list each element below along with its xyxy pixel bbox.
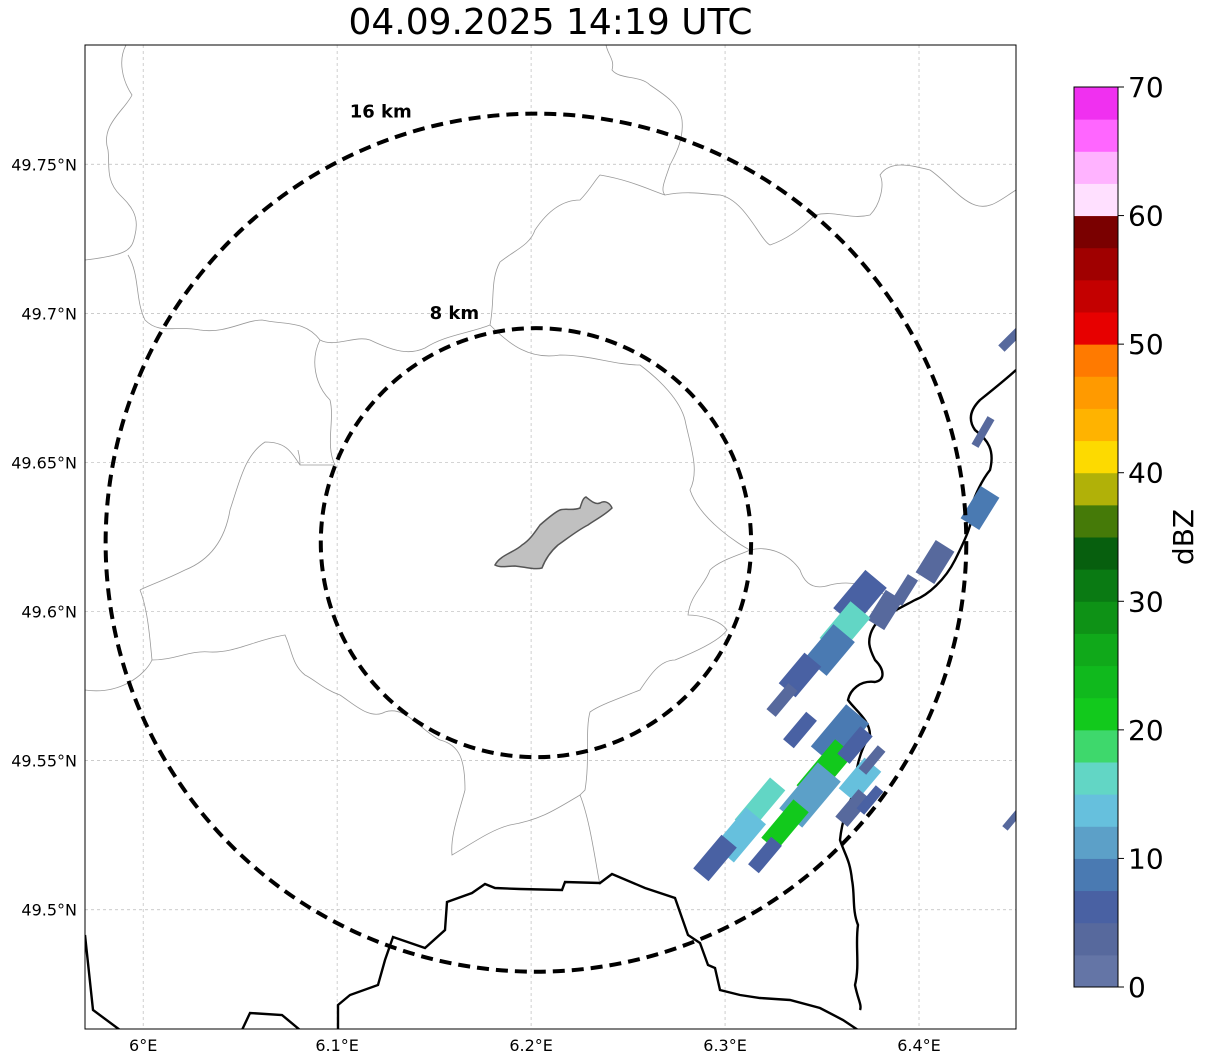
colorbar-bin (1074, 633, 1118, 667)
echo-cell (748, 836, 782, 874)
lat-axis: 49.5°N 49.55°N 49.6°N 49.65°N 49.7°N 49.75°N (11, 155, 77, 919)
colorbar-bin (1074, 794, 1118, 827)
colorbar-bin (1074, 697, 1118, 731)
colorbar-bin (1074, 183, 1118, 217)
colorbar-tick-label: 70 (1128, 71, 1164, 104)
colorbar-tick-label: 10 (1128, 842, 1164, 875)
echo-cell (835, 789, 871, 827)
colorbar-tick-label: 60 (1128, 200, 1164, 233)
lat-tick-label: 49.6°N (21, 603, 77, 622)
colorbar-tick-label: 40 (1128, 457, 1164, 490)
echo-cell (693, 834, 737, 882)
colorbar-bin (1074, 440, 1118, 474)
echo-cell (837, 726, 873, 764)
colorbar-frame (1073, 86, 1119, 988)
colorbar-bin (1074, 279, 1118, 313)
range-ring-labels: 8 km 16 km (350, 102, 479, 325)
colorbar-bin (1074, 247, 1118, 281)
echo-cell (971, 416, 995, 448)
echo-cell (766, 683, 798, 717)
national-borders (85, 369, 1016, 1029)
city-outline (494, 496, 613, 570)
echo-cell (761, 799, 809, 851)
colorbar-bin (1074, 119, 1118, 152)
colorbar-bin (1074, 151, 1118, 184)
colorbar-bin (1074, 826, 1118, 859)
colorbar-tick-label: 0 (1128, 971, 1146, 1004)
lon-axis: 6°E 6.1°E 6.2°E 6.3°E 6.4°E (129, 1036, 941, 1055)
lon-tick-label: 6.1°E (315, 1036, 359, 1055)
gridlines (85, 45, 1016, 1029)
colorbar-bin (1074, 344, 1118, 377)
colorbar-bin (1074, 858, 1118, 892)
lon-tick-label: 6°E (129, 1036, 157, 1055)
colorbar-bin (1074, 954, 1118, 988)
colorbar-bin (1074, 601, 1118, 634)
echo-cell (915, 540, 955, 584)
echo-cell (998, 324, 1016, 352)
lat-tick-label: 49.55°N (11, 752, 77, 771)
radar-echoes (693, 324, 1016, 882)
echo-cell (858, 745, 886, 775)
colorbar-tick-label: 30 (1128, 585, 1164, 618)
colorbar-bin (1074, 762, 1118, 795)
colorbar-bin (1074, 729, 1118, 763)
echo-cell (810, 704, 870, 766)
colorbar-bin (1074, 504, 1118, 538)
echo-cell (960, 486, 1000, 530)
range-ring-label: 16 km (350, 102, 412, 123)
lat-tick-label: 49.65°N (11, 453, 77, 472)
colorbar-bin (1074, 87, 1118, 120)
lat-tick-label: 49.7°N (21, 304, 77, 323)
admin-boundaries (85, 45, 1016, 886)
plot-frame (84, 44, 1017, 1030)
colorbar-bin (1074, 408, 1118, 442)
colorbar-bin (1074, 537, 1118, 570)
colorbar-bin (1074, 376, 1118, 409)
range-ring (103, 111, 969, 974)
range-ring (318, 326, 754, 760)
lon-tick-label: 6.2°E (509, 1036, 553, 1055)
colorbar-bin (1074, 215, 1118, 249)
range-rings (103, 111, 969, 974)
echo-cell (783, 711, 817, 749)
colorbar-tick-label: 50 (1128, 328, 1164, 361)
colorbar-bin (1074, 922, 1118, 956)
colorbar-tick-label: 20 (1128, 714, 1164, 747)
colorbar-bin (1074, 665, 1118, 699)
colorbar-bin (1074, 472, 1118, 506)
colorbar-label: dBZ (1167, 509, 1200, 565)
echo-cell (867, 589, 903, 631)
range-ring-label: 8 km (430, 303, 480, 324)
echo-cell (1002, 809, 1016, 831)
lat-tick-label: 49.5°N (21, 901, 77, 920)
lat-tick-label: 49.75°N (11, 155, 77, 174)
colorbar: 0 10 20 30 40 50 60 70 dBZ (1073, 71, 1200, 1004)
echo-cell (856, 785, 884, 815)
lon-tick-label: 6.4°E (897, 1036, 941, 1055)
echo-cell (805, 624, 855, 676)
lon-tick-label: 6.3°E (703, 1036, 747, 1055)
colorbar-bin (1074, 312, 1118, 345)
map-title: 04.09.2025 14:19 UTC (348, 2, 753, 43)
colorbar-bin (1074, 890, 1118, 924)
colorbar-bin (1074, 569, 1118, 602)
